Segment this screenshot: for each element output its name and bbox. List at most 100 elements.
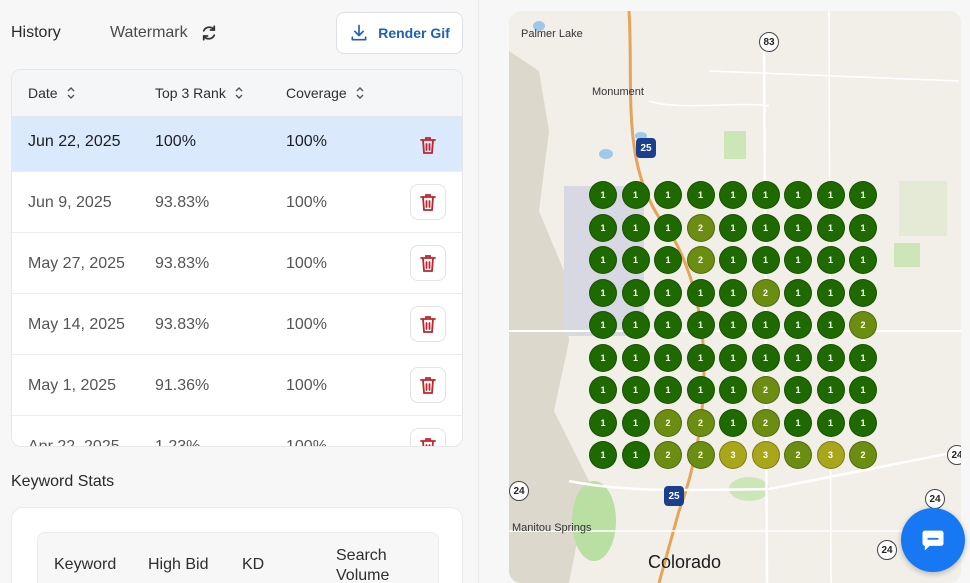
rank-marker[interactable]: 1 — [686, 311, 715, 339]
rank-marker[interactable]: 1 — [654, 246, 682, 274]
header-date[interactable]: Date — [28, 85, 76, 101]
table-row[interactable]: May 27, 2025 93.83% 100% — [12, 233, 462, 294]
rank-marker[interactable]: 1 — [654, 278, 682, 307]
rank-marker[interactable]: 1 — [654, 213, 682, 242]
rank-marker[interactable]: 2 — [654, 408, 682, 437]
rank-marker[interactable]: 2 — [849, 311, 877, 339]
rank-marker[interactable]: 1 — [621, 343, 650, 372]
rank-marker[interactable]: 1 — [816, 311, 845, 339]
rank-marker[interactable]: 1 — [849, 343, 877, 372]
rank-marker[interactable]: 1 — [784, 376, 812, 404]
rank-marker[interactable]: 1 — [654, 343, 682, 372]
rank-marker[interactable]: 1 — [621, 311, 650, 339]
rank-marker[interactable]: 1 — [849, 408, 877, 437]
rank-marker[interactable]: 1 — [849, 376, 877, 404]
table-row[interactable]: Jun 9, 2025 93.83% 100% — [12, 172, 462, 233]
rank-marker[interactable]: 1 — [849, 181, 877, 209]
table-row[interactable]: May 14, 2025 93.83% 100% — [12, 294, 462, 355]
rank-marker[interactable]: 2 — [751, 376, 780, 404]
rank-marker[interactable]: 1 — [816, 213, 845, 242]
rank-marker[interactable]: 1 — [784, 181, 812, 209]
rank-marker[interactable]: 1 — [784, 343, 812, 372]
rank-marker[interactable]: 1 — [621, 278, 650, 307]
rank-marker[interactable]: 1 — [719, 408, 747, 437]
rank-marker[interactable]: 1 — [621, 246, 650, 274]
delete-button[interactable] — [410, 367, 446, 403]
rank-map[interactable]: Palmer Lake Monument Manitou Springs Col… — [509, 11, 961, 583]
rank-marker[interactable]: 1 — [849, 246, 877, 274]
rank-marker[interactable]: 1 — [621, 441, 650, 469]
delete-button[interactable] — [410, 428, 446, 446]
rank-marker[interactable]: 1 — [816, 343, 845, 372]
rank-marker[interactable]: 1 — [589, 376, 617, 404]
render-gif-button[interactable]: Render Gif — [336, 12, 463, 54]
rank-marker[interactable]: 1 — [849, 278, 877, 307]
rank-marker[interactable]: 1 — [686, 376, 715, 404]
delete-button[interactable] — [410, 306, 446, 342]
rank-marker[interactable]: 1 — [816, 246, 845, 274]
rank-marker[interactable]: 1 — [589, 311, 617, 339]
rank-marker[interactable]: 1 — [719, 278, 747, 307]
refresh-icon[interactable] — [200, 24, 218, 42]
rank-marker[interactable]: 1 — [751, 311, 780, 339]
rank-marker[interactable]: 1 — [719, 376, 747, 404]
rank-marker[interactable]: 1 — [816, 376, 845, 404]
rank-marker[interactable]: 2 — [654, 441, 682, 469]
rank-marker[interactable]: 1 — [654, 181, 682, 209]
rank-marker[interactable]: 1 — [816, 181, 845, 209]
rank-marker[interactable]: 1 — [589, 181, 617, 209]
table-row[interactable]: Apr 22, 2025 1.23% 100% — [12, 416, 462, 446]
rank-marker[interactable]: 1 — [686, 181, 715, 209]
rank-marker[interactable]: 1 — [589, 246, 617, 274]
rank-marker[interactable]: 2 — [686, 246, 715, 274]
rank-marker[interactable]: 1 — [621, 376, 650, 404]
rank-marker[interactable]: 1 — [654, 376, 682, 404]
rank-marker[interactable]: 2 — [751, 408, 780, 437]
rank-marker[interactable]: 1 — [784, 246, 812, 274]
rank-marker[interactable]: 1 — [621, 408, 650, 437]
rank-marker[interactable]: 3 — [719, 441, 747, 469]
rank-marker[interactable]: 1 — [719, 311, 747, 339]
rank-marker[interactable]: 1 — [816, 278, 845, 307]
rank-marker[interactable]: 1 — [589, 343, 617, 372]
rank-marker[interactable]: 2 — [686, 213, 715, 242]
rank-marker[interactable]: 1 — [589, 441, 617, 469]
rank-marker[interactable]: 2 — [751, 278, 780, 307]
rank-marker[interactable]: 1 — [784, 278, 812, 307]
rank-marker[interactable]: 1 — [751, 181, 780, 209]
rank-marker[interactable]: 3 — [751, 441, 780, 469]
delete-button[interactable] — [410, 245, 446, 281]
rank-marker[interactable]: 1 — [719, 181, 747, 209]
rank-marker[interactable]: 1 — [784, 408, 812, 437]
rank-marker[interactable]: 1 — [589, 278, 617, 307]
rank-marker[interactable]: 1 — [621, 181, 650, 209]
delete-button[interactable] — [410, 127, 446, 163]
table-row[interactable]: Jun 22, 2025 100% 100% — [12, 117, 462, 172]
rank-marker[interactable]: 1 — [751, 343, 780, 372]
header-top3-rank[interactable]: Top 3 Rank — [155, 85, 244, 101]
rank-marker[interactable]: 1 — [589, 408, 617, 437]
rank-marker[interactable]: 2 — [849, 441, 877, 469]
rank-marker[interactable]: 1 — [621, 213, 650, 242]
table-row[interactable]: May 1, 2025 91.36% 100% — [12, 355, 462, 416]
rank-marker[interactable]: 1 — [784, 311, 812, 339]
header-coverage[interactable]: Coverage — [286, 85, 365, 101]
rank-marker[interactable]: 1 — [816, 408, 845, 437]
rank-marker[interactable]: 1 — [589, 213, 617, 242]
rank-marker[interactable]: 2 — [686, 441, 715, 469]
rank-marker[interactable]: 1 — [784, 213, 812, 242]
rank-marker[interactable]: 1 — [751, 213, 780, 242]
delete-button[interactable] — [410, 184, 446, 220]
rank-marker[interactable]: 1 — [719, 246, 747, 274]
rank-marker[interactable]: 1 — [686, 278, 715, 307]
rank-marker[interactable]: 1 — [719, 343, 747, 372]
chat-button[interactable] — [901, 508, 965, 572]
rank-marker[interactable]: 3 — [816, 441, 845, 469]
rank-marker[interactable]: 1 — [686, 343, 715, 372]
rank-marker[interactable]: 1 — [654, 311, 682, 339]
rank-marker[interactable]: 1 — [751, 246, 780, 274]
rank-marker[interactable]: 1 — [719, 213, 747, 242]
rank-marker[interactable]: 2 — [686, 408, 715, 437]
rank-marker[interactable]: 2 — [784, 441, 812, 469]
rank-marker[interactable]: 1 — [849, 213, 877, 242]
